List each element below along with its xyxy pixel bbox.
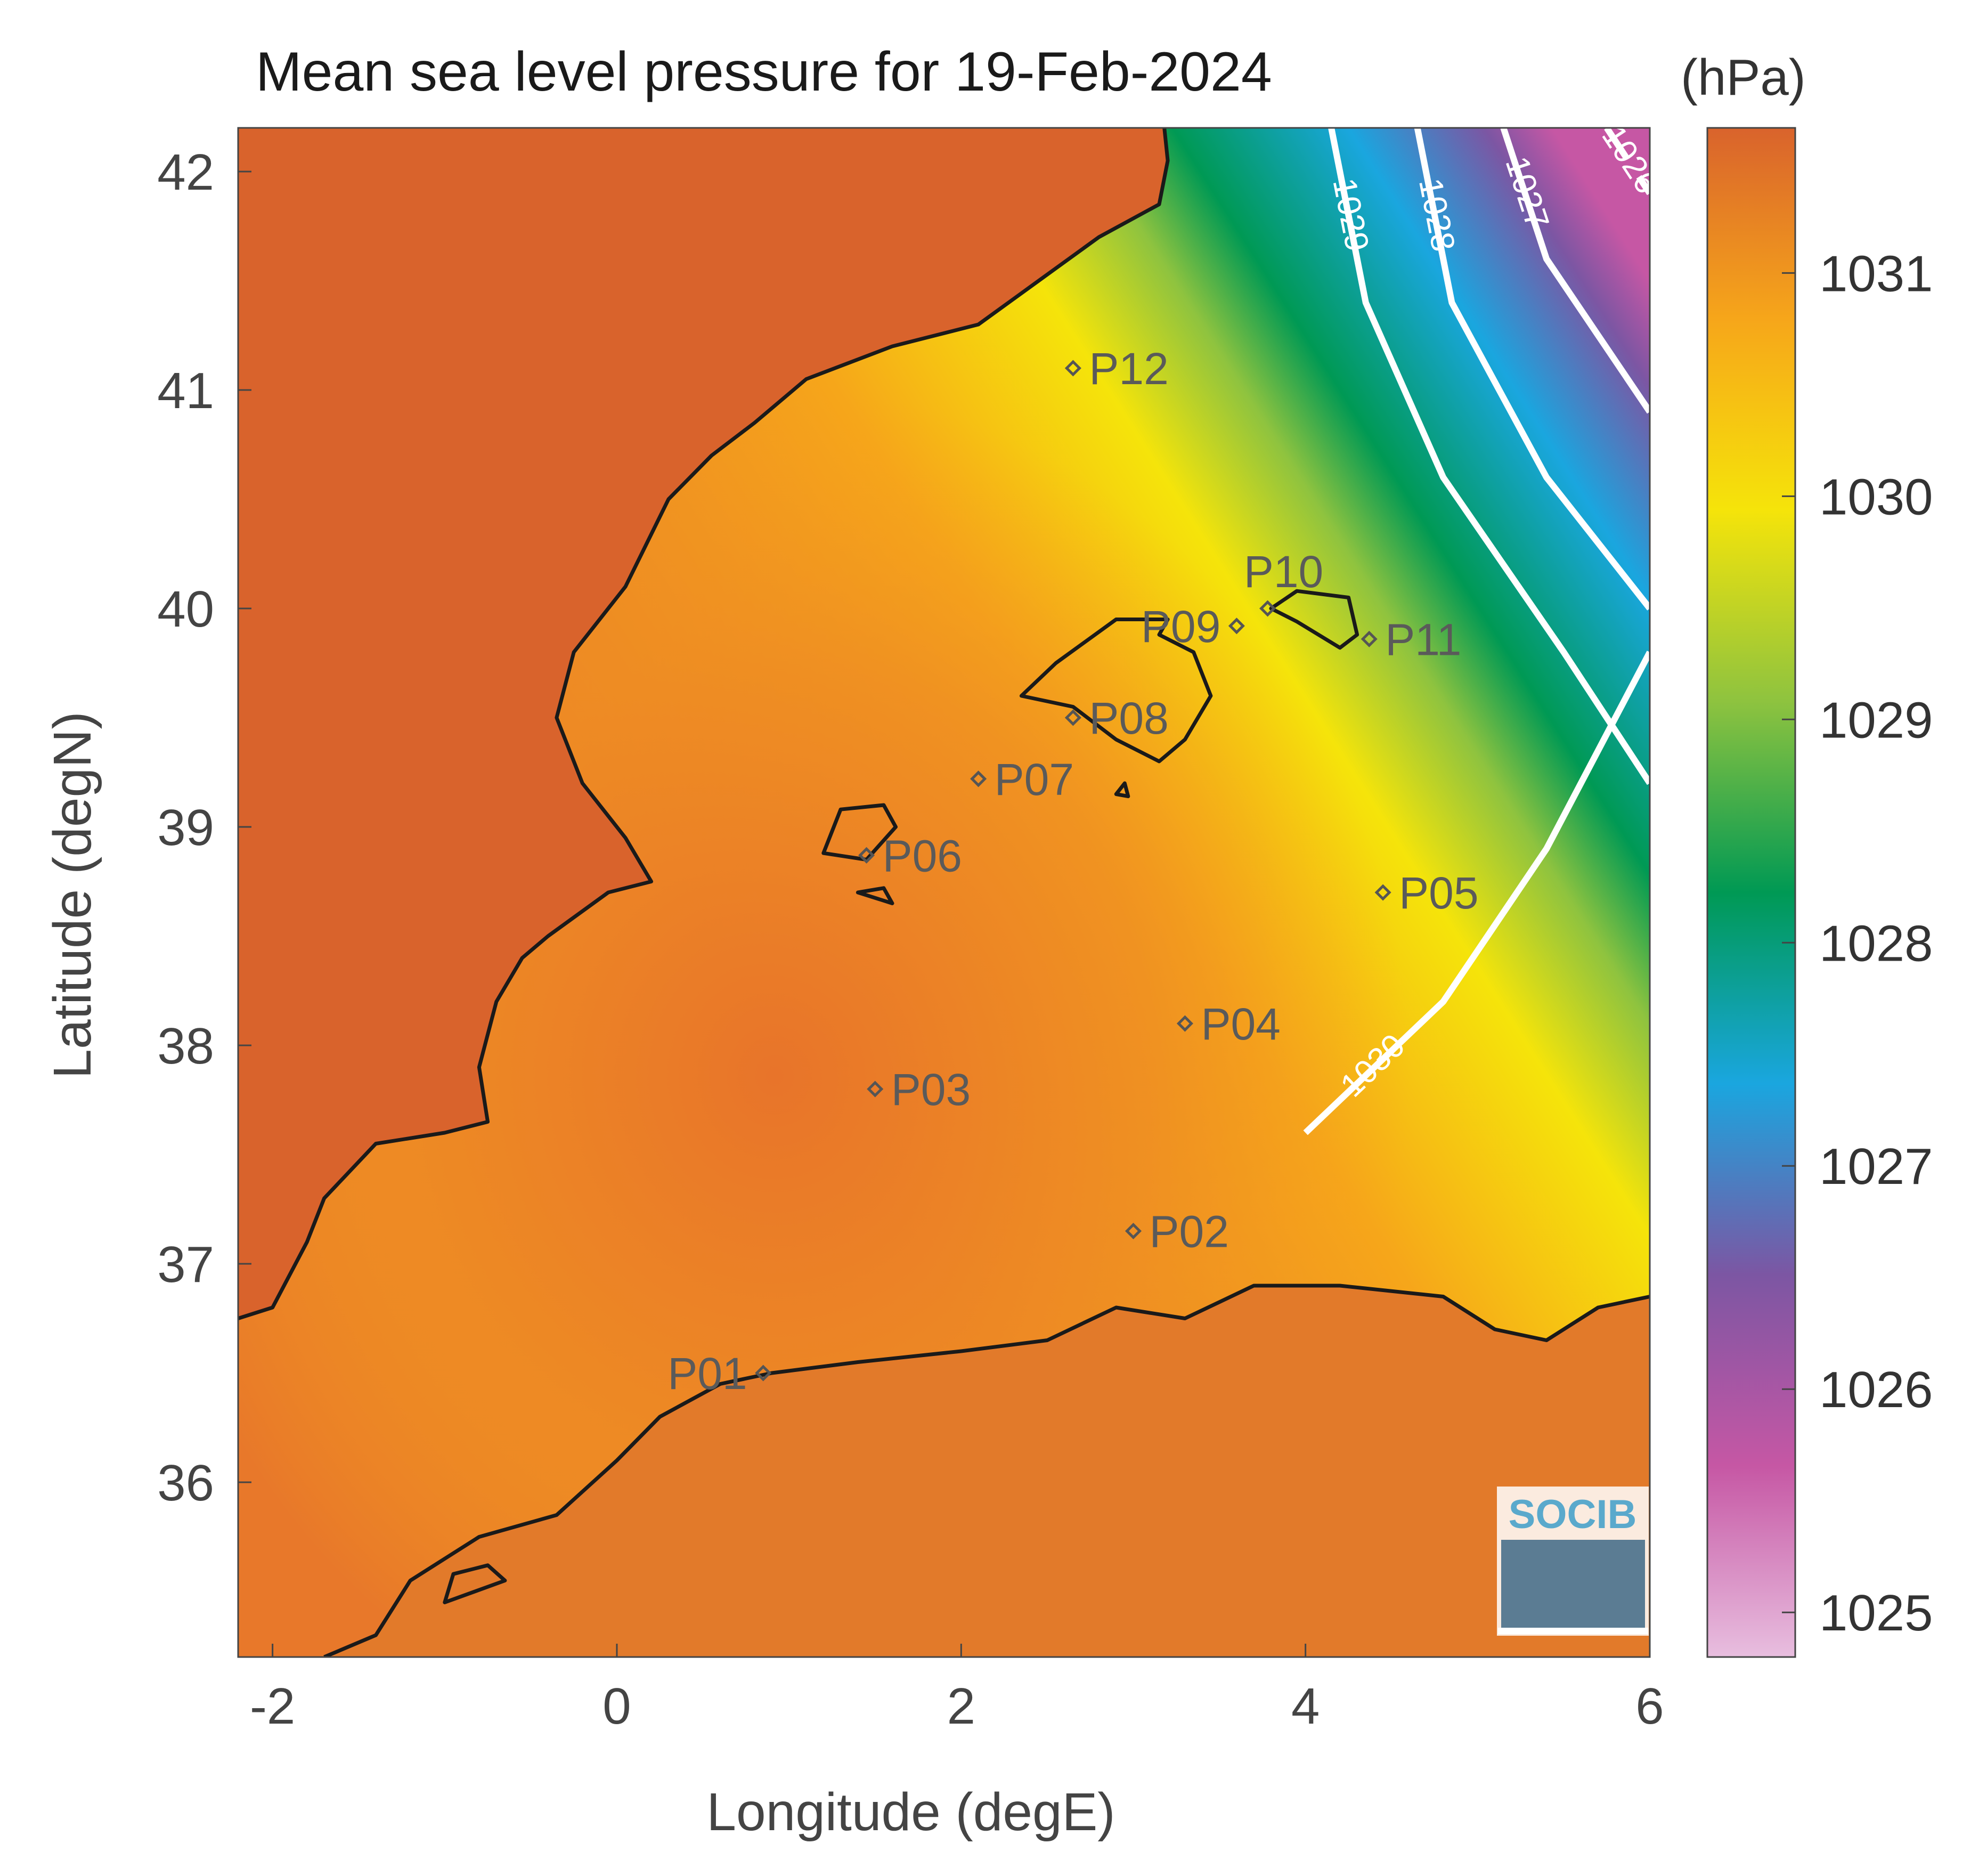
coastline-mallorca: [1019, 618, 1213, 764]
station-label-p01: P01: [667, 1349, 747, 1399]
station-marker-p06[interactable]: [858, 847, 875, 864]
isobar-1030: [1303, 651, 1650, 1135]
colorbar: 1025 1026 1027 1028 1029 1030 1031: [1706, 127, 1933, 1658]
station-marker-p08[interactable]: [1064, 709, 1081, 726]
coastline-layer: [238, 128, 1650, 1657]
coastline-cabrera: [1114, 781, 1130, 799]
socib-logo: SOCIB: [1497, 1487, 1649, 1636]
isobar-1028: [1414, 128, 1650, 611]
colorbar-tick-label: 1029: [1819, 692, 1933, 749]
station-marker-p02[interactable]: [1125, 1222, 1142, 1240]
station-label-p02: P02: [1149, 1207, 1228, 1257]
x-tick-label: 6: [1635, 1678, 1664, 1735]
y-tick-label: 38: [157, 1018, 214, 1075]
isobar-1026: [1604, 128, 1650, 196]
land-north-africa: [324, 1286, 1650, 1657]
station-label-p09: P09: [1141, 602, 1220, 652]
colorbar-ticks: 1025 1026 1027 1028 1029 1030 1031: [1782, 245, 1933, 1642]
station-marker-p03[interactable]: [867, 1081, 884, 1098]
station-label-p12: P12: [1089, 344, 1168, 394]
plot-frame: [237, 127, 1651, 1658]
land-layer: [238, 128, 1650, 1657]
y-tick-label: 36: [157, 1455, 214, 1512]
station-marker-p05[interactable]: [1374, 884, 1391, 901]
coastline-ibiza: [821, 803, 898, 862]
x-tick-label: -2: [250, 1678, 295, 1735]
station-marker-p01[interactable]: [755, 1365, 772, 1382]
coastline-menorca: [1269, 589, 1359, 650]
isobar-1029: [1328, 128, 1650, 785]
socib-logo-base: [1498, 1628, 1648, 1634]
station-label-p04: P04: [1201, 999, 1280, 1049]
socib-logo-text: SOCIB: [1509, 1492, 1637, 1537]
y-axis: 36 37 38 39 40 41 42: [157, 144, 251, 1512]
colorbar-tick-label: 1026: [1819, 1361, 1933, 1418]
station-marker-p12[interactable]: [1064, 360, 1081, 377]
x-tick-label: 0: [602, 1678, 631, 1735]
colorbar-bar: [1706, 127, 1796, 1658]
x-axis-title: Longitude (degE): [706, 1782, 1115, 1842]
x-tick-label: 2: [947, 1678, 975, 1735]
station-marker-p10[interactable]: [1259, 600, 1276, 617]
land-iberia: [238, 128, 1168, 1319]
station-marker-p09[interactable]: [1228, 618, 1245, 635]
station-label-p03: P03: [891, 1065, 971, 1115]
station-label-p07: P07: [995, 754, 1074, 805]
y-axis-title: Latitude (degN): [43, 711, 102, 1078]
colorbar-tick-label: 1025: [1819, 1585, 1933, 1642]
socib-logo-sea: [1501, 1540, 1645, 1628]
y-tick-label: 39: [157, 799, 214, 856]
station-marker-p04[interactable]: [1176, 1015, 1193, 1032]
map-title: Mean sea level pressure for 19-Feb-2024: [256, 41, 1272, 103]
station-label-p06: P06: [883, 831, 962, 881]
y-tick-label: 37: [157, 1236, 214, 1293]
station-marker-p11[interactable]: [1361, 630, 1378, 647]
station-label-p08: P08: [1089, 693, 1168, 743]
colorbar-tick-label: 1031: [1819, 245, 1933, 302]
colorbar-tick-label: 1028: [1819, 915, 1933, 972]
station-layer: P01 P02 P03 P04 P05 P06 P07 P08 P09 P10 P11 P12: [667, 344, 1478, 1399]
coastline-alboran: [443, 1563, 507, 1604]
units-label: (hPa): [1681, 49, 1806, 106]
colorbar-tick-label: 1027: [1819, 1138, 1933, 1195]
x-tick-label: 4: [1291, 1678, 1320, 1735]
station-label-p05: P05: [1399, 868, 1478, 918]
station-label-p10: P10: [1244, 547, 1323, 597]
coastline-formentera: [856, 886, 894, 905]
coastline-iberia: [238, 128, 1170, 1320]
station-label-p11: P11: [1385, 614, 1461, 664]
y-tick-label: 41: [157, 362, 214, 419]
x-axis: -2 0 2 4 6: [250, 1644, 1664, 1735]
y-tick-label: 40: [157, 581, 214, 638]
y-tick-label: 42: [157, 144, 214, 201]
coastline-north-africa: [323, 1284, 1650, 1657]
isobar-1027: [1500, 128, 1650, 414]
colorbar-tick-label: 1030: [1819, 468, 1933, 525]
station-marker-p07[interactable]: [970, 770, 987, 787]
